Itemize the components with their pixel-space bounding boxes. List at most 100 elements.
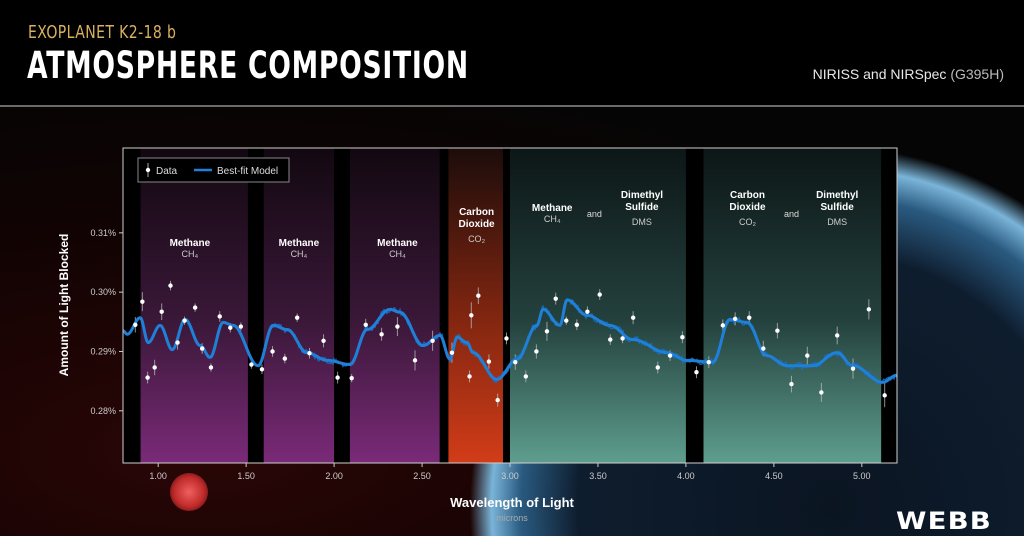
data-point [363, 322, 368, 327]
y-tick-label: 0.31% [90, 228, 116, 238]
data-point [620, 336, 625, 341]
data-point [321, 338, 326, 343]
data-point [834, 333, 840, 338]
header: EXOPLANET K2-18 b ATMOSPHERE COMPOSITION… [0, 0, 1024, 107]
y-tick-label: 0.28% [90, 406, 116, 416]
annotation-molecule-name: Methane [170, 238, 211, 249]
annotation-and: and [587, 209, 602, 219]
data-point [553, 296, 558, 301]
data-point [608, 337, 613, 342]
data-point [182, 318, 187, 323]
data-point [228, 325, 233, 330]
data-point [152, 365, 157, 370]
data-point [249, 362, 254, 367]
data-point [732, 316, 738, 322]
data-point [168, 283, 173, 288]
absorption-band-mixed [703, 148, 882, 463]
data-point [513, 359, 518, 365]
data-point [294, 315, 300, 320]
data-point [208, 365, 214, 370]
instrument-name: NIRISS and NIRSpec [812, 66, 947, 82]
annotation-formula: DMS [632, 217, 652, 227]
data-point [469, 313, 474, 318]
data-point [412, 358, 418, 363]
instrument-label: NIRISS and NIRSpec (G395H) [813, 66, 1004, 82]
annotation-molecule-name: Methane [377, 238, 418, 249]
data-point [585, 309, 590, 314]
data-point [534, 349, 539, 354]
data-point [805, 353, 810, 358]
data-point [467, 374, 472, 379]
data-point [259, 367, 265, 372]
data-point [192, 305, 198, 310]
data-point [850, 366, 856, 371]
data-point [349, 375, 354, 381]
absorption-band-mixed [510, 148, 686, 463]
legend-data-marker [145, 167, 151, 173]
data-point [307, 351, 312, 356]
annotation-formula: CH₄ [291, 249, 308, 259]
legend-model-label: Best-fit Model [217, 166, 278, 177]
x-tick-label: 4.50 [765, 471, 783, 481]
data-point [133, 322, 138, 327]
data-point [597, 292, 602, 297]
data-point [667, 353, 673, 358]
annotation-formula: DMS [827, 217, 847, 227]
absorption-band-methane [349, 148, 440, 463]
data-point [694, 370, 699, 375]
y-tick-label: 0.29% [90, 346, 116, 356]
x-tick-label: 5.00 [853, 471, 871, 481]
x-tick-label: 2.50 [413, 471, 431, 481]
data-point [282, 356, 288, 361]
red-star-image [170, 473, 208, 511]
data-point [720, 323, 726, 328]
annotation-molecule-name: Methane [279, 238, 320, 249]
x-axis-unit: microns [496, 513, 528, 523]
annotation-formula: CO₂ [739, 217, 757, 227]
data-point [761, 346, 766, 351]
data-point [395, 324, 400, 329]
data-point [775, 328, 780, 333]
annotation-molecule-name: Carbon Dioxide [729, 190, 766, 213]
annotation-formula: CO₂ [468, 234, 486, 244]
page-title: ATMOSPHERE COMPOSITION [27, 44, 469, 87]
data-point [574, 322, 580, 327]
data-point [486, 359, 492, 364]
x-tick-label: 4.00 [677, 471, 695, 481]
absorption-band-methane [263, 148, 335, 463]
annotation-formula: CH₄ [389, 249, 406, 259]
data-point [145, 375, 150, 380]
y-tick-label: 0.30% [90, 287, 116, 297]
legend-data-label: Data [156, 166, 178, 177]
data-point [159, 309, 164, 314]
data-point [564, 318, 569, 323]
absorption-band-co2 [448, 148, 503, 463]
data-point [544, 329, 550, 334]
subtitle: EXOPLANET K2-18 b [28, 22, 177, 43]
data-point [476, 293, 481, 298]
instrument-mode: (G395H) [950, 66, 1004, 82]
data-point [379, 332, 384, 337]
data-point [819, 390, 824, 395]
y-axis-label: Amount of Light Blocked [57, 234, 71, 377]
data-point [504, 336, 509, 341]
legend: Data Best-fit Model [137, 157, 290, 183]
data-point [238, 324, 244, 329]
data-point [175, 340, 180, 345]
annotation-molecule-name: Dimethyl Sulfide [816, 190, 858, 213]
data-point [199, 346, 205, 351]
data-point [680, 335, 685, 340]
data-point [449, 350, 455, 355]
data-point [630, 315, 636, 320]
data-point [747, 315, 752, 320]
data-point [789, 381, 794, 387]
data-point [430, 338, 435, 343]
data-point [523, 374, 529, 379]
annotation-and: and [784, 209, 799, 219]
x-tick-label: 2.00 [325, 471, 343, 481]
webb-logo: WEBB [896, 507, 992, 535]
data-point [706, 359, 711, 365]
annotation-molecule-name: Dimethyl Sulfide [621, 190, 663, 213]
